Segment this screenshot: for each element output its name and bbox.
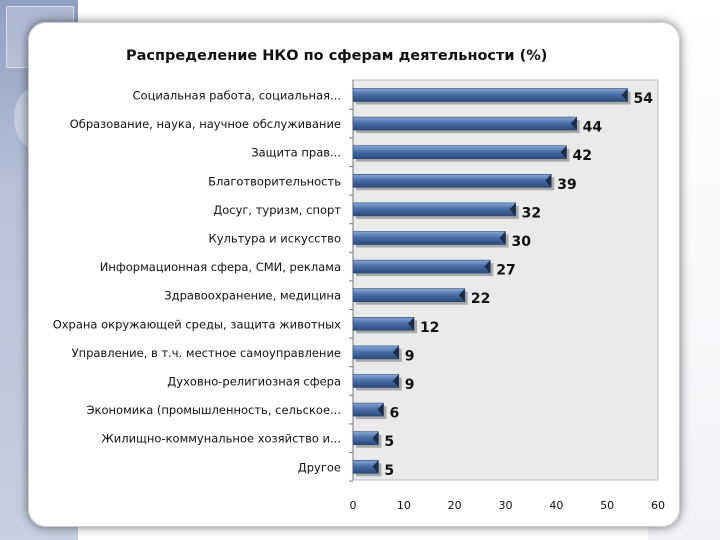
bar-end-cap: [377, 403, 384, 417]
bar-end-cap: [458, 288, 465, 302]
bar: [352, 374, 400, 388]
x-tick-label: 10: [397, 499, 411, 512]
bar-end-cap: [545, 174, 552, 188]
bar-end-cap: [372, 431, 379, 445]
category-label: Социальная работа, социальная...: [133, 89, 342, 103]
data-label: 5: [384, 463, 394, 479]
bar-end-cap: [484, 260, 491, 274]
data-label: 32: [522, 205, 541, 221]
category-label: Благотворительность: [208, 174, 341, 188]
category-label: Жилищно-коммунальное хозяйство и...: [101, 432, 341, 446]
bar-end-cap: [392, 374, 399, 388]
data-label: 27: [496, 263, 515, 279]
data-label: 42: [573, 148, 592, 164]
bar: [352, 316, 415, 331]
category-label: Другое: [298, 460, 341, 474]
data-label: 6: [390, 406, 400, 422]
category-label: Управление, в т.ч. местное самоуправлени…: [72, 346, 341, 360]
bar-end-cap: [499, 231, 506, 245]
bar-end-cap: [560, 145, 567, 159]
category-label: Досуг, туризм, спорт: [213, 203, 341, 217]
category-label: Информационная сфера, СМИ, реклама: [100, 260, 341, 274]
data-label: 39: [557, 177, 576, 193]
data-label: 44: [583, 120, 603, 136]
data-label: 22: [471, 291, 490, 307]
x-tick-label: 0: [350, 499, 357, 512]
x-tick-label: 60: [651, 499, 665, 512]
category-label: Духовно-религиозная сфера: [167, 375, 341, 389]
data-label: 9: [405, 377, 415, 393]
x-tick-label: 40: [549, 499, 563, 512]
bar: [352, 202, 516, 217]
bar: [352, 288, 466, 303]
category-label: Здравоохранение, медицина: [164, 289, 341, 303]
category-label: Защита прав...: [251, 146, 341, 160]
data-label: 54: [634, 91, 654, 107]
bar: [352, 174, 552, 188]
bar-end-cap: [372, 460, 379, 474]
category-label: Образование, наука, научное обслуживание: [70, 117, 341, 131]
x-tick-label: 30: [499, 499, 513, 512]
category-label: Экономика (промышленность, сельское...: [87, 403, 341, 417]
bar: [352, 231, 506, 245]
chart-title: Распределение НКО по сферам деятельности…: [126, 48, 548, 64]
bar: [352, 345, 400, 360]
data-label: 12: [420, 320, 439, 336]
data-label: 5: [384, 434, 394, 450]
bar-end-cap: [509, 202, 516, 216]
x-tick-label: 20: [448, 499, 462, 512]
category-label: Культура и искусство: [209, 232, 341, 246]
bar: [352, 259, 491, 274]
bar: [352, 116, 577, 131]
data-label: 9: [405, 348, 415, 364]
bar: [352, 145, 567, 159]
bar-end-cap: [392, 345, 399, 359]
bar-end-cap: [570, 117, 577, 131]
x-tick-label: 50: [600, 499, 614, 512]
data-label: 30: [512, 234, 532, 250]
bar: [352, 88, 628, 102]
bar-end-cap: [621, 88, 628, 102]
category-label: Охрана окружающей среды, защита животных: [53, 317, 341, 331]
bar-end-cap: [408, 317, 414, 331]
